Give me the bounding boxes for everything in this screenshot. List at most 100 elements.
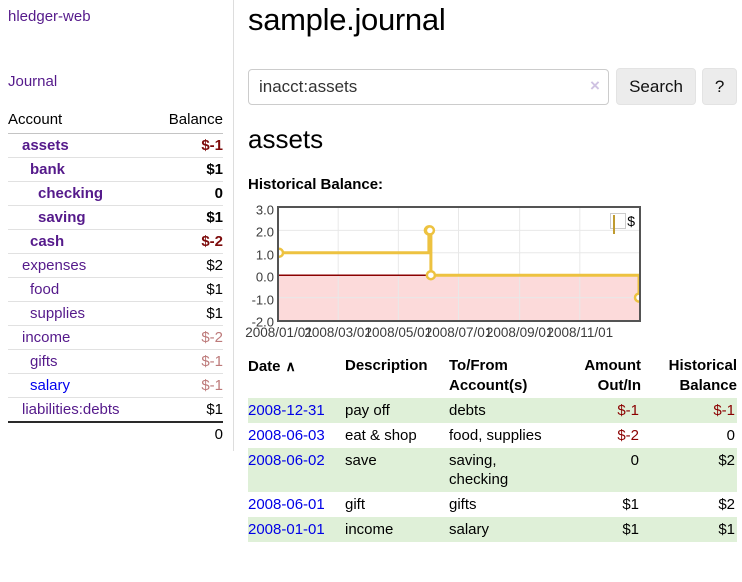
sidebar-account-expenses[interactable]: expenses [22, 257, 87, 274]
transaction-date-cell: 2008-06-03 [248, 423, 345, 448]
clear-search-icon[interactable]: × [590, 76, 600, 95]
transaction-description-cell: eat & shop [345, 427, 417, 444]
transaction-description-cell: gift [345, 496, 366, 513]
sidebar-account-assets[interactable]: assets [22, 137, 69, 154]
transaction-description-cell: save [345, 452, 377, 469]
balance-column-header: Balance [152, 108, 223, 134]
sidebar-account-supplies[interactable]: supplies [30, 305, 86, 322]
transaction-row: 2008-01-01 income salary $1 $1 [248, 517, 737, 542]
transaction-date-cell: 2008-06-01 [248, 492, 345, 517]
account-balance: $-2 [152, 325, 223, 350]
sidebar-account-cash[interactable]: cash [30, 233, 65, 250]
sidebar-account-gifts[interactable]: gifts [30, 353, 58, 370]
help-button[interactable]: ? [702, 68, 737, 105]
account-row: saving $1 [8, 205, 223, 230]
balance-column-header2: Historical Balance [668, 357, 737, 394]
sidebar-account-saving[interactable]: saving [38, 209, 86, 226]
sidebar-account-income[interactable]: income [22, 329, 71, 346]
account-row: food $1 [8, 277, 223, 302]
transaction-balance-cell: 0 [726, 427, 735, 444]
chart-title: Historical Balance: [248, 176, 384, 193]
x-axis-tick-label: 2008/11/01 [546, 325, 614, 340]
x-axis-tick-label: 2008/07/01 [424, 325, 493, 340]
account-balance: $-1 [152, 349, 223, 374]
y-axis-tick-label: 0.0 [255, 269, 274, 285]
account-row: bank $1 [8, 157, 223, 182]
transaction-date-link[interactable]: 2008-12-31 [248, 402, 325, 419]
account-balance: $1 [152, 205, 223, 230]
sidebar-account-liabilities-debts[interactable]: liabilities:debts [22, 401, 120, 418]
transaction-amount-cell: $-1 [617, 402, 639, 419]
transaction-date-link[interactable]: 2008-06-01 [248, 496, 325, 513]
amount-column-header: Amount Out/In [584, 357, 641, 394]
y-axis-tick-label: 2.0 [255, 224, 274, 240]
transaction-date-cell: 2008-06-02 [248, 448, 345, 492]
transaction-amount-cell: $1 [622, 496, 639, 513]
account-row: liabilities:debts $1 [8, 397, 223, 423]
transaction-balance-cell: $2 [718, 496, 735, 513]
transaction-date-link[interactable]: 2008-06-02 [248, 452, 325, 469]
account-row: income $-2 [8, 325, 223, 350]
transaction-balance-cell: $-1 [713, 402, 735, 419]
transaction-date-cell: 2008-12-31 [248, 398, 345, 423]
accounts-table: Account Balance assets $-1 bank $1 checking 0… [8, 108, 223, 446]
account-row: checking 0 [8, 181, 223, 206]
transaction-accounts-cell: saving, checking [449, 452, 509, 488]
accounts-column-header: To/From Account(s) [449, 357, 528, 394]
x-axis-tick-label: 2008/03/01 [304, 325, 372, 340]
transaction-accounts-cell: debts [449, 402, 486, 419]
transaction-date-link[interactable]: 2008-06-03 [248, 427, 325, 444]
x-axis-tick-label: 2008/09/01 [485, 325, 554, 340]
account-balance: $-1 [152, 133, 223, 158]
transaction-description-cell: income [345, 521, 394, 538]
account-row: gifts $-1 [8, 349, 223, 374]
sort-ascending-icon: ∧ [285, 358, 296, 374]
y-axis-tick-label: -1.0 [251, 292, 274, 308]
sidebar-item-journal[interactable]: Journal [8, 73, 58, 90]
account-balance: $-2 [152, 229, 223, 254]
transaction-row: 2008-06-01 gift gifts $1 $2 [248, 492, 737, 517]
transaction-accounts-cell: gifts [449, 496, 477, 513]
y-axis-tick-label: 3.0 [255, 202, 274, 218]
main-content: sample.journal × Search ? assets Histori… [245, 0, 742, 542]
transaction-row: 2008-06-03 eat & shop food, supplies $-2 0 [248, 423, 737, 448]
chart-plot-area[interactable]: $ 3.0 2.0 1.0 0.0 -1.0 -2.0 [252, 203, 641, 330]
transaction-amount-cell: 0 [630, 452, 639, 469]
account-balance: $-1 [152, 373, 223, 398]
x-axis-tick-label: 2008/05/01 [364, 325, 433, 340]
sidebar-account-salary[interactable]: salary [30, 377, 71, 394]
accounts-total-balance: 0 [152, 421, 223, 446]
transaction-accounts-cell: food, supplies [449, 427, 542, 444]
sidebar-account-bank[interactable]: bank [30, 161, 66, 178]
transaction-description-cell: pay off [345, 402, 390, 419]
account-heading: assets [248, 124, 324, 154]
y-axis-tick-label: -2.0 [251, 314, 274, 330]
account-row: assets $-1 [8, 133, 223, 158]
transaction-row: 2008-12-31 pay off debts $-1 $-1 [248, 398, 737, 423]
account-balance: $1 [152, 397, 223, 423]
app-brand-link[interactable]: hledger-web [8, 8, 91, 25]
search-bar: × Search ? [248, 68, 737, 105]
search-input[interactable] [248, 68, 609, 105]
account-balance: $1 [152, 277, 223, 302]
accounts-total-row: 0 [8, 421, 223, 446]
sidebar-account-food[interactable]: food [30, 281, 60, 298]
chart-canvas [279, 208, 639, 320]
legend-series-swatch-icon [613, 215, 616, 234]
search-button[interactable]: Search [615, 68, 697, 105]
transaction-balance-cell: $2 [718, 452, 735, 469]
historical-balance-chart[interactable]: $ 3.0 2.0 1.0 0.0 -1.0 -2.0 2008/01/01 2008/03… [245, 203, 737, 342]
chart-legend: $ [610, 213, 635, 234]
account-balance: 0 [152, 181, 223, 206]
account-balance: $1 [152, 157, 223, 182]
page-title: sample.journal [248, 2, 446, 37]
sidebar-account-checking[interactable]: checking [38, 185, 104, 202]
y-axis-tick-label: 1.0 [255, 247, 274, 263]
register-table: Date ∧ Description To/From Account(s) Amo… [248, 353, 737, 542]
transaction-balance-cell: $1 [718, 521, 735, 538]
transaction-date-link[interactable]: 2008-01-01 [248, 521, 325, 538]
account-row: cash $-2 [8, 229, 223, 254]
date-column-header[interactable]: Date ∧ [248, 358, 296, 375]
account-row: expenses $2 [8, 253, 223, 278]
transaction-accounts-cell: salary [449, 521, 490, 538]
